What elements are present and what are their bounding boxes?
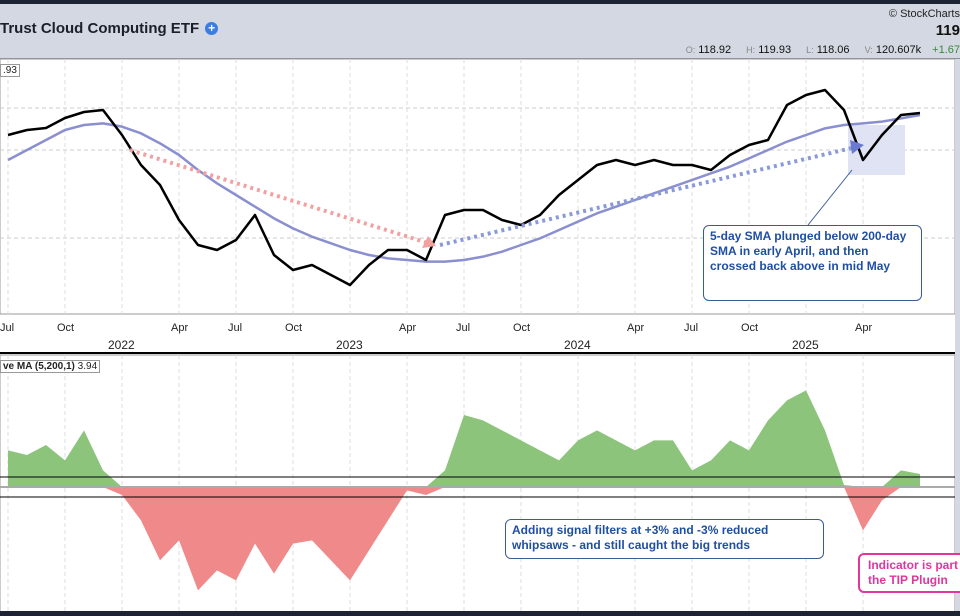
x-tick-label: Oct xyxy=(741,322,759,334)
last-price: 119 xyxy=(935,22,960,39)
ohlc-readout: O: 118.92 H: 119.93 L: 118.06 V: 120.607… xyxy=(674,44,960,56)
low-label: L: xyxy=(806,45,814,55)
x-tick-label: Jul xyxy=(684,322,699,334)
year-label: 2024 xyxy=(564,338,591,352)
indicator-value: 3.94 xyxy=(77,361,98,372)
x-tick-label: Oct xyxy=(57,322,75,334)
brand-logo: © StockCharts xyxy=(888,8,960,20)
highlight-box xyxy=(848,125,905,175)
x-tick-label: Jul xyxy=(228,322,243,334)
add-icon[interactable]: + xyxy=(205,22,219,35)
red-trend-arrow xyxy=(129,148,429,245)
x-tick-label: Jul xyxy=(0,322,15,334)
year-label: 2022 xyxy=(108,338,135,352)
x-tick-label: Oct xyxy=(513,322,531,334)
year-label: 2025 xyxy=(792,338,819,352)
high-label: H: xyxy=(746,45,756,55)
chart-title: Trust Cloud Computing ETF + xyxy=(0,20,219,37)
x-tick-label: Apr xyxy=(399,322,417,334)
x-tick-label: Apr xyxy=(171,322,189,334)
right-axis xyxy=(955,59,960,616)
indicator-label: ve MA (5,200,1) 3.94 xyxy=(0,360,101,373)
filter-note: Adding signal filters at +3% and -3% red… xyxy=(505,519,824,559)
indicator-name: ve MA (5,200,1) xyxy=(3,361,75,372)
high-value: 119.93 xyxy=(758,44,792,56)
x-tick-label: Apr xyxy=(855,322,873,334)
price-tag: .93 xyxy=(0,64,20,77)
chart-header: Trust Cloud Computing ETF + © StockCharts… xyxy=(0,4,960,59)
plugin-note: Indicator is part of the TIP Plugin xyxy=(858,553,960,593)
close-line xyxy=(7,88,921,287)
open-label: O: xyxy=(685,45,696,55)
volume-value: 120.607k xyxy=(875,44,922,56)
blue-arrowhead xyxy=(850,140,864,154)
year-label: 2023 xyxy=(336,338,363,352)
title-text: Trust Cloud Computing ETF xyxy=(0,20,200,37)
sma-line xyxy=(7,113,921,263)
low-value: 118.06 xyxy=(816,44,850,56)
indicator-negative-area xyxy=(8,487,920,591)
x-tick-label: Jul xyxy=(456,322,471,334)
red-arrowhead xyxy=(422,236,436,248)
sma-cross-note: 5-day SMA plunged below 200-day SMA in e… xyxy=(703,225,922,301)
blue-trend-arrow xyxy=(439,146,853,247)
x-tick-label: Apr xyxy=(627,322,645,334)
indicator-positive-area xyxy=(8,390,920,487)
bottom-bar xyxy=(0,611,960,616)
callout-line xyxy=(807,169,853,226)
open-value: 118.92 xyxy=(698,44,732,56)
x-tick-label: Oct xyxy=(285,322,303,334)
top-bar xyxy=(0,0,960,4)
volume-label: V: xyxy=(864,45,873,55)
change-value: +1.67 xyxy=(932,44,960,56)
